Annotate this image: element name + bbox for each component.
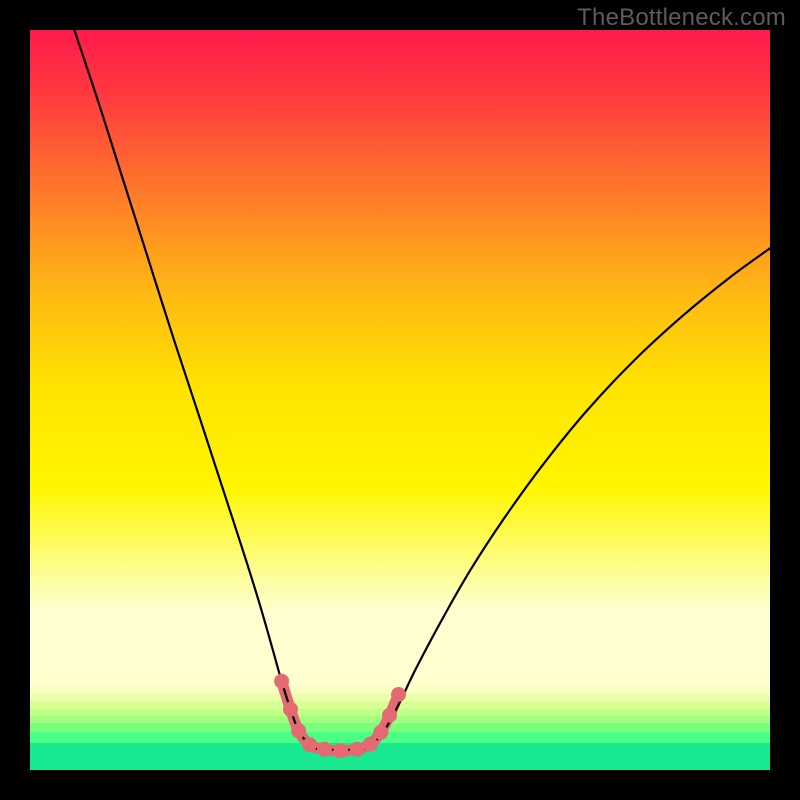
curve-right (376, 248, 770, 740)
watermark-text: TheBottleneck.com (577, 4, 786, 32)
marker-dot (382, 708, 397, 723)
marker-dot (317, 742, 332, 757)
curve-left (74, 30, 305, 740)
marker-dot (302, 737, 317, 752)
plot-area (30, 30, 770, 770)
marker-dot (274, 674, 289, 689)
marker-dot (291, 723, 306, 738)
marker-dot (373, 725, 388, 740)
marker-dot (350, 742, 365, 757)
chart-canvas: TheBottleneck.com (0, 0, 800, 800)
curves-layer (30, 30, 770, 770)
marker-connector (282, 681, 399, 751)
marker-dot (363, 737, 378, 752)
marker-dot (391, 687, 406, 702)
marker-dot (283, 702, 298, 717)
marker-dot (333, 743, 348, 758)
